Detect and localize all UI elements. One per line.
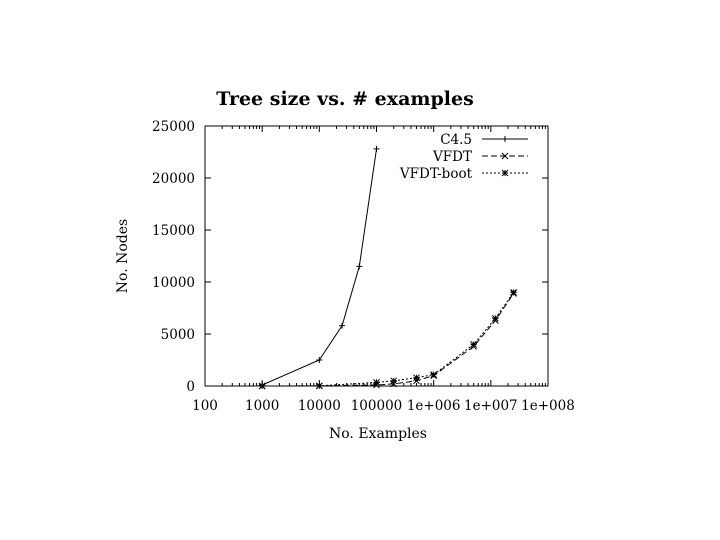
chart-title: Tree size vs. # examples (216, 88, 474, 110)
y-tick-label: 10000 (152, 275, 195, 291)
x-tick-label: 100 (192, 398, 218, 414)
series-line-vfdt (262, 293, 515, 387)
series-line-vfdt-boot (262, 292, 515, 387)
data-point (316, 357, 323, 363)
data-point (470, 341, 477, 348)
data-point (413, 374, 420, 382)
legend-marker (501, 169, 509, 177)
data-point (258, 382, 266, 390)
plot-frame (204, 125, 549, 387)
y-tick-label: 15000 (152, 223, 195, 239)
x-tick-label: 10000 (298, 398, 341, 414)
legend-label: C4.5 (440, 132, 472, 148)
series-group (258, 145, 517, 390)
data-point (430, 371, 438, 378)
x-tick-label: 1000 (245, 398, 279, 414)
data-point (390, 380, 398, 388)
legend-label: VFDT (432, 149, 472, 165)
x-tick-label: 1e+006 (407, 398, 461, 414)
x-tick-label: 100000 (351, 398, 403, 414)
data-point (413, 377, 420, 385)
y-tick-label: 0 (186, 379, 195, 395)
x-tick-label: 1e+007 (464, 398, 518, 414)
data-point (356, 263, 363, 270)
data-point (492, 315, 499, 322)
data-point (390, 377, 398, 385)
x-tick-label: 1e+008 (521, 398, 575, 414)
legend-marker (501, 152, 509, 160)
data-point (315, 382, 323, 390)
data-point (373, 145, 380, 152)
y-tick-label: 25000 (152, 119, 195, 135)
legend-marker (502, 136, 508, 142)
y-tick-label: 5000 (161, 327, 195, 343)
data-point (373, 379, 380, 386)
axis-ticks: 0 5000 10000 15000 20000 25000 100 1000 10000 100… (152, 119, 575, 414)
x-axis-label: No. Examples (329, 426, 427, 442)
data-point (339, 322, 346, 329)
legend-label: VFDT-boot (399, 166, 473, 182)
y-axis-label: No. Nodes (115, 219, 131, 293)
data-point (510, 289, 517, 296)
y-tick-label: 20000 (152, 171, 195, 187)
